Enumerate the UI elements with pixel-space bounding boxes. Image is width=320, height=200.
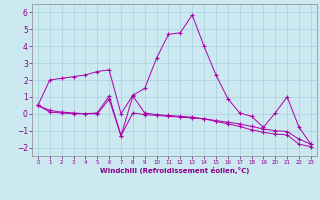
- X-axis label: Windchill (Refroidissement éolien,°C): Windchill (Refroidissement éolien,°C): [100, 167, 249, 174]
